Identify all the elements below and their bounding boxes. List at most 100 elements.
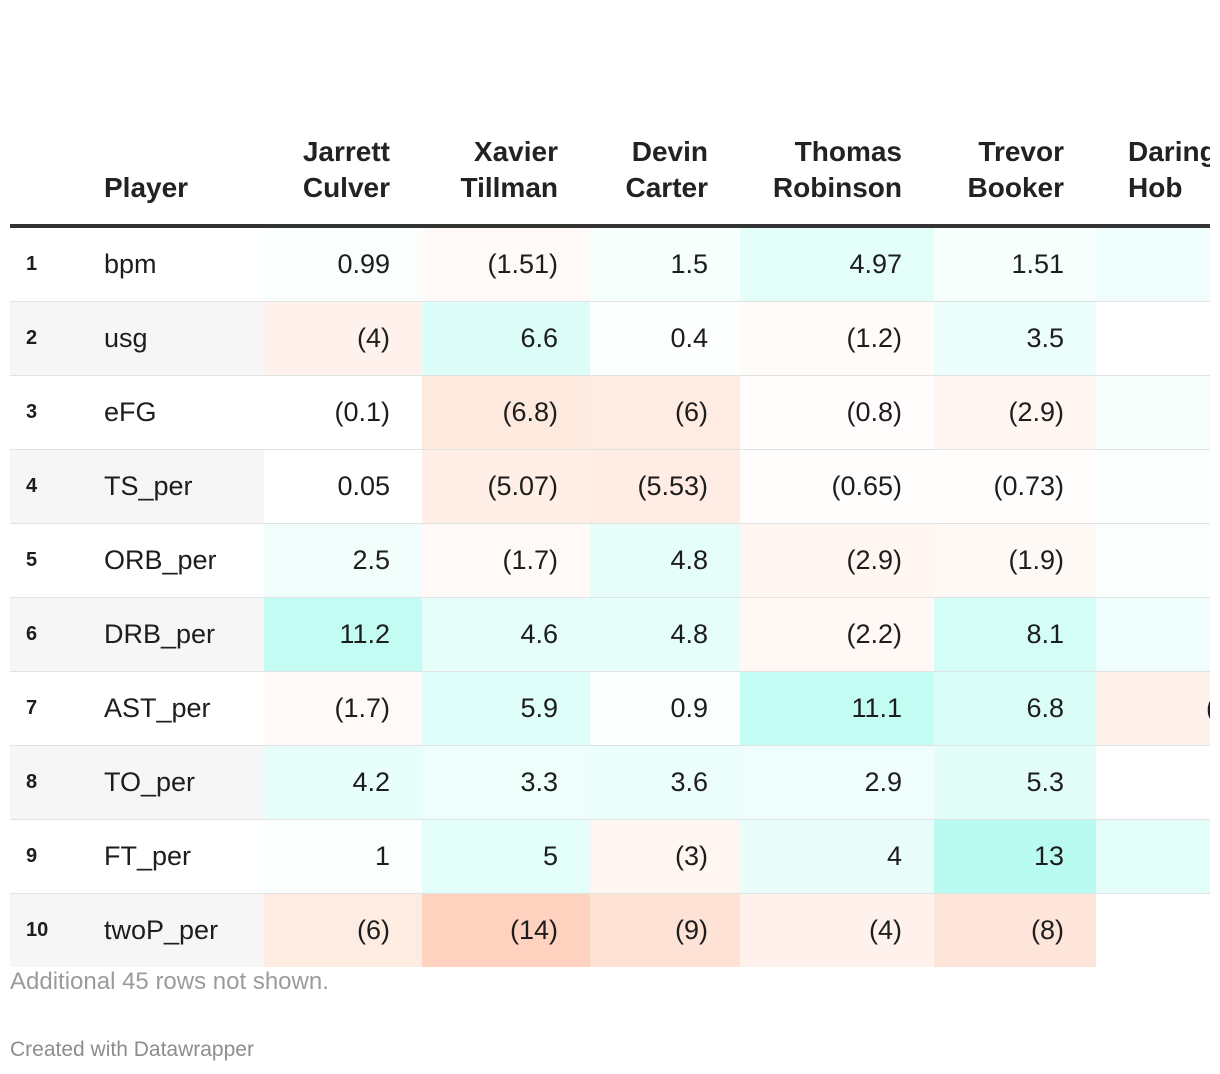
row-rank: 7 [10,671,104,746]
value-cell [1096,449,1210,524]
value-cell: (8) [934,893,1096,967]
credit-link[interactable]: Created with Datawrapper [10,1038,254,1061]
header-first-name: Thomas [794,136,902,167]
value-cell: 2.9 [740,745,934,820]
header-first-name: Daring [1128,136,1210,167]
header-last-name: Booker [967,172,1064,203]
value-cell: (0.1) [264,375,422,450]
data-table: Player Jarrett Culver Xavier Tillman Devin… [10,110,1210,967]
value-cell: 3.5 [934,301,1096,376]
value-cell: (0.73) [934,449,1096,524]
value-cell: 0.4 [590,301,740,376]
table-body: 1 bpm 0.99 (1.51) 1.5 4.97 1.51 2 usg (4) 6.6 0.4 (1… [10,226,1210,967]
value-cell: (14) [422,893,590,967]
value-cell: 5.3 [934,745,1096,820]
value-cell: 3.6 [590,745,740,820]
value-cell: 8.1 [934,597,1096,672]
column-header-jarrett-culver[interactable]: Jarrett Culver [264,110,422,228]
row-stat-name: bpm [104,226,264,302]
value-cell [1096,745,1210,820]
value-cell: (6) [590,375,740,450]
table-row: 1 bpm 0.99 (1.51) 1.5 4.97 1.51 [10,226,1210,302]
value-cell: 0.9 [590,671,740,746]
value-cell: 0.99 [264,226,422,302]
row-rank: 3 [10,375,104,450]
value-cell: (1.2) [740,301,934,376]
value-cell [1096,226,1210,302]
value-cell: (0.8) [740,375,934,450]
value-cell: 3.3 [422,745,590,820]
value-cell: (2.9) [740,523,934,598]
table-row: 9 FT_per 1 5 (3) 4 13 [10,819,1210,894]
value-cell [1096,523,1210,598]
value-cell: 4.97 [740,226,934,302]
row-rank: 1 [10,226,104,302]
player-header[interactable]: Player [104,110,264,228]
column-header-daring-hob[interactable]: Daring Hob [1096,110,1210,228]
header-last-name: Robinson [772,172,902,203]
value-cell: (4) [740,893,934,967]
header-last-name: Tillman [460,172,558,203]
value-cell: ( [1096,671,1210,746]
value-cell: 1 [264,819,422,894]
value-cell: (1.7) [264,671,422,746]
table-row: 2 usg (4) 6.6 0.4 (1.2) 3.5 [10,301,1210,376]
row-stat-name: twoP_per [104,893,264,967]
row-rank: 6 [10,597,104,672]
value-cell: 1.51 [934,226,1096,302]
header-last-name: Hob [1128,172,1183,203]
row-rank: 10 [10,893,104,967]
row-stat-name: eFG [104,375,264,450]
value-cell: (2.9) [934,375,1096,450]
column-header-xavier-tillman[interactable]: Xavier Tillman [422,110,590,228]
table-row: 6 DRB_per 11.2 4.6 4.8 (2.2) 8.1 [10,597,1210,672]
row-stat-name: AST_per [104,671,264,746]
value-cell: 13 [934,819,1096,894]
value-cell: 4.2 [264,745,422,820]
header-first-name: Devin [631,136,708,167]
column-header-devin-carter[interactable]: Devin Carter [590,110,740,228]
value-cell: (5.53) [590,449,740,524]
row-stat-name: DRB_per [104,597,264,672]
value-cell: 4 [740,819,934,894]
table-container: Player Jarrett Culver Xavier Tillman Devin… [10,0,1210,1074]
column-header-thomas-robinson[interactable]: Thomas Robinson [740,110,934,228]
value-cell: (1.51) [422,226,590,302]
row-rank: 5 [10,523,104,598]
table-row: 10 twoP_per (6) (14) (9) (4) (8) [10,893,1210,968]
value-cell [1096,894,1210,968]
row-stat-name: TS_per [104,449,264,524]
rank-header [10,110,104,228]
header-last-name: Culver [302,172,390,203]
value-cell: (1.7) [422,523,590,598]
value-cell: (1.9) [934,523,1096,598]
value-cell: 4.8 [590,523,740,598]
row-stat-name: FT_per [104,819,264,894]
row-rank: 2 [10,301,104,376]
header-first-name: Xavier [473,136,558,167]
table-row: 8 TO_per 4.2 3.3 3.6 2.9 5.3 [10,745,1210,820]
value-cell: (2.2) [740,597,934,672]
row-stat-name: usg [104,301,264,376]
header-last-name: Carter [625,172,708,203]
value-cell: 0.05 [264,449,422,524]
value-cell: (5.07) [422,449,590,524]
table-row: 3 eFG (0.1) (6.8) (6) (0.8) (2.9) [10,375,1210,450]
row-stat-name: ORB_per [104,523,264,598]
footer-note: Additional 45 rows not shown. [10,968,329,995]
value-cell: 11.2 [264,597,422,672]
value-cell: 5.9 [422,671,590,746]
value-cell: (9) [590,893,740,967]
value-cell: 2.5 [264,523,422,598]
header-first-name: Jarrett [302,136,390,167]
column-header-trevor-booker[interactable]: Trevor Booker [934,110,1096,228]
header-row: Player Jarrett Culver Xavier Tillman Devin… [10,110,1210,228]
value-cell: (6) [264,893,422,967]
value-cell: 5 [422,819,590,894]
value-cell [1096,819,1210,894]
value-cell: (6.8) [422,375,590,450]
header-first-name: Trevor [978,136,1064,167]
value-cell: 6.6 [422,301,590,376]
value-cell: (4) [264,301,422,376]
value-cell [1096,301,1210,376]
